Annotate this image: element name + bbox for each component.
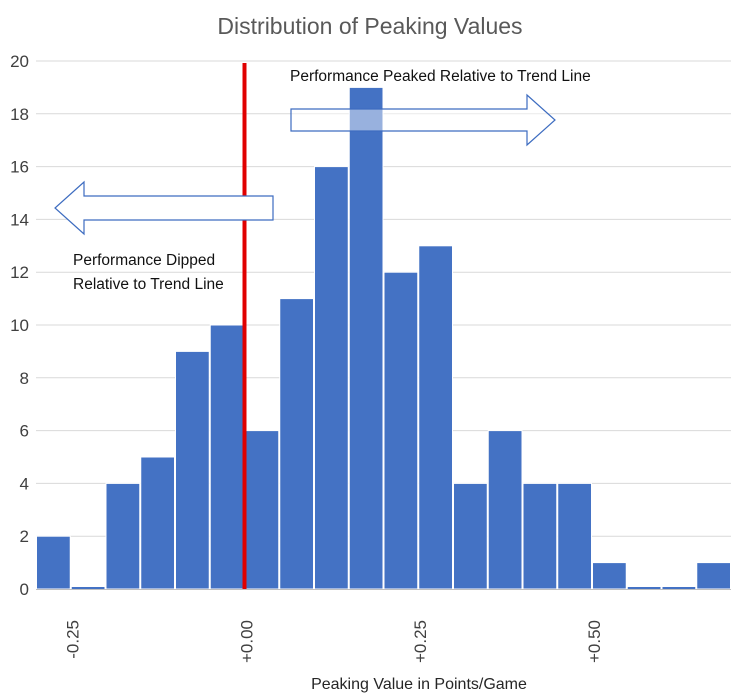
histogram-bar	[592, 562, 627, 590]
histogram-bar	[279, 298, 314, 590]
y-tick-label: 14	[10, 210, 29, 229]
histogram-bar	[557, 482, 592, 590]
y-tick-label: 6	[20, 422, 29, 441]
x-tick-label: +0.25	[411, 620, 430, 663]
histogram-bar	[418, 245, 453, 590]
y-tick-label: 18	[10, 105, 29, 124]
y-tick-label: 12	[10, 263, 29, 282]
histogram-bar	[105, 482, 141, 590]
histogram-bar	[140, 456, 175, 590]
x-tick-label: -0.25	[64, 620, 83, 659]
right-arrow-icon	[290, 93, 556, 147]
y-tick-label: 2	[20, 527, 29, 546]
histogram-bar	[487, 430, 523, 590]
y-tick-label: 20	[10, 52, 29, 71]
histogram-bar	[348, 86, 384, 590]
y-tick-label: 8	[20, 369, 29, 388]
histogram-bar	[209, 324, 245, 590]
peaked-annotation: Performance Peaked Relative to Trend Lin…	[290, 68, 591, 85]
y-tick-label: 0	[20, 580, 29, 599]
dipped-annotation-line2: Relative to Trend Line	[73, 276, 224, 293]
dipped-annotation-line1: Performance Dipped	[73, 252, 215, 269]
y-tick-label: 16	[10, 158, 29, 177]
histogram-bars	[36, 86, 731, 590]
x-tick-label: +0.50	[585, 620, 604, 663]
chart-title: Distribution of Peaking Values	[217, 13, 522, 39]
histogram-bar	[36, 535, 71, 590]
histogram-bar	[522, 482, 558, 590]
histogram-bar	[314, 166, 349, 590]
x-tick-label: +0.00	[237, 620, 256, 663]
y-tick-label: 10	[10, 316, 29, 335]
histogram-bar	[175, 350, 210, 590]
x-axis-ticks: -0.25 +0.00 +0.25 +0.50	[64, 620, 604, 663]
x-axis-label: Peaking Value in Points/Game	[311, 676, 527, 693]
y-axis-ticks: 0 2 4 6 8 10 12 14 16 18 20	[10, 52, 29, 599]
histogram-bar	[244, 430, 280, 590]
y-tick-label: 4	[20, 474, 29, 493]
histogram-bar	[696, 562, 731, 590]
histogram-bar	[453, 482, 488, 590]
left-arrow-icon	[54, 180, 274, 236]
histogram-bar	[383, 271, 419, 590]
